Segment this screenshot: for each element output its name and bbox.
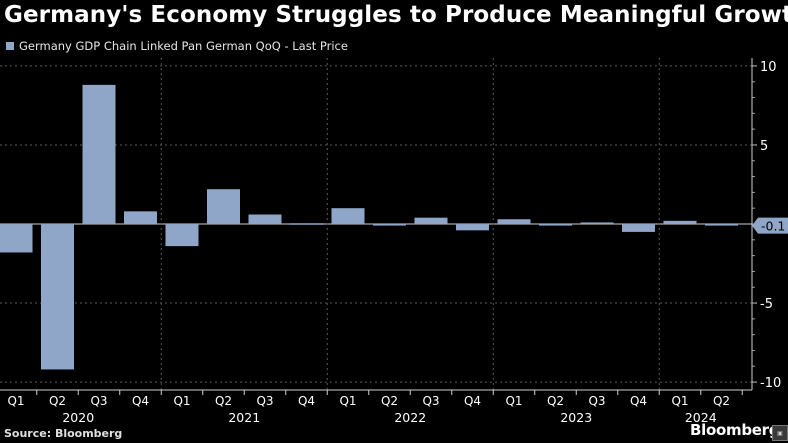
bar [124,211,157,224]
y-tick-label: -5 [760,297,773,312]
grid-lines [0,58,752,390]
bar [82,84,116,224]
x-tick-label: Q4 [132,394,149,408]
legend: Germany GDP Chain Linked Pan German QoQ … [6,39,348,53]
bar [207,189,240,224]
bloomberg-logo: Bloomberg [690,421,780,439]
x-year-label: 2022 [394,410,426,425]
last-price-label: -0.1 [761,219,785,234]
bar [497,219,531,224]
bar [456,224,489,231]
chart-title: Germany's Economy Struggles to Produce M… [4,2,788,28]
bar [414,217,448,224]
bar [165,224,199,247]
x-tick-label: Q2 [381,394,398,408]
legend-swatch [6,42,14,50]
x-tick-label: Q4 [630,394,647,408]
x-tick-label: Q1 [173,394,190,408]
x-tick-label: Q3 [422,394,439,408]
x-tick-label: Q2 [49,394,66,408]
bar [373,224,406,226]
x-tick-label: Q3 [90,394,107,408]
bars [0,84,738,370]
x-year-label: 2020 [62,410,94,425]
x-tick-label: Q3 [256,394,273,408]
bar [41,224,74,370]
x-tick-label: Q4 [464,394,481,408]
x-tick-label: Q1 [339,394,356,408]
x-year-label: 2023 [560,410,592,425]
x-year-label: 2021 [228,410,260,425]
x-tick-label: Q1 [505,394,522,408]
bar [248,214,282,224]
bar [539,224,572,226]
bar [331,208,365,224]
x-tick-label: Q4 [298,394,315,408]
y-axis: 10 5 -5 -10 -0.1 [751,58,788,391]
x-axis: Q1 Q2 Q3 Q4 Q1 Q2 Q3 Q4 Q1 Q2 Q3 Q4 Q1 Q2 Q3 Q4 Q1 Q2 2020… [0,389,752,425]
bar [663,220,697,224]
bar [290,223,323,225]
source-note: Source: Bloomberg [4,427,123,440]
x-tick-label: Q1 [671,394,688,408]
x-tick-label: Q3 [588,394,605,408]
bar [622,224,655,232]
y-tick-label: 10 [760,60,777,75]
x-year-label: 2024 [685,410,717,425]
bloomberg-badge-icon: ▣ [772,425,788,441]
y-tick-label: 5 [760,139,768,154]
bar [0,224,33,253]
last-price-badge [752,217,788,234]
legend-label: Germany GDP Chain Linked Pan German QoQ … [19,39,348,53]
x-tick-label: Q1 [7,394,24,408]
x-tick-label: Q2 [713,394,730,408]
x-tick-label: Q2 [547,394,564,408]
bar [580,222,614,224]
bar [705,224,738,226]
x-tick-label: Q2 [215,394,232,408]
y-tick-label: -10 [760,376,781,391]
